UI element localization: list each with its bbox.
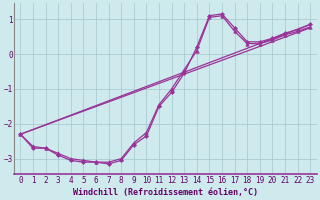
X-axis label: Windchill (Refroidissement éolien,°C): Windchill (Refroidissement éolien,°C)	[73, 188, 258, 197]
